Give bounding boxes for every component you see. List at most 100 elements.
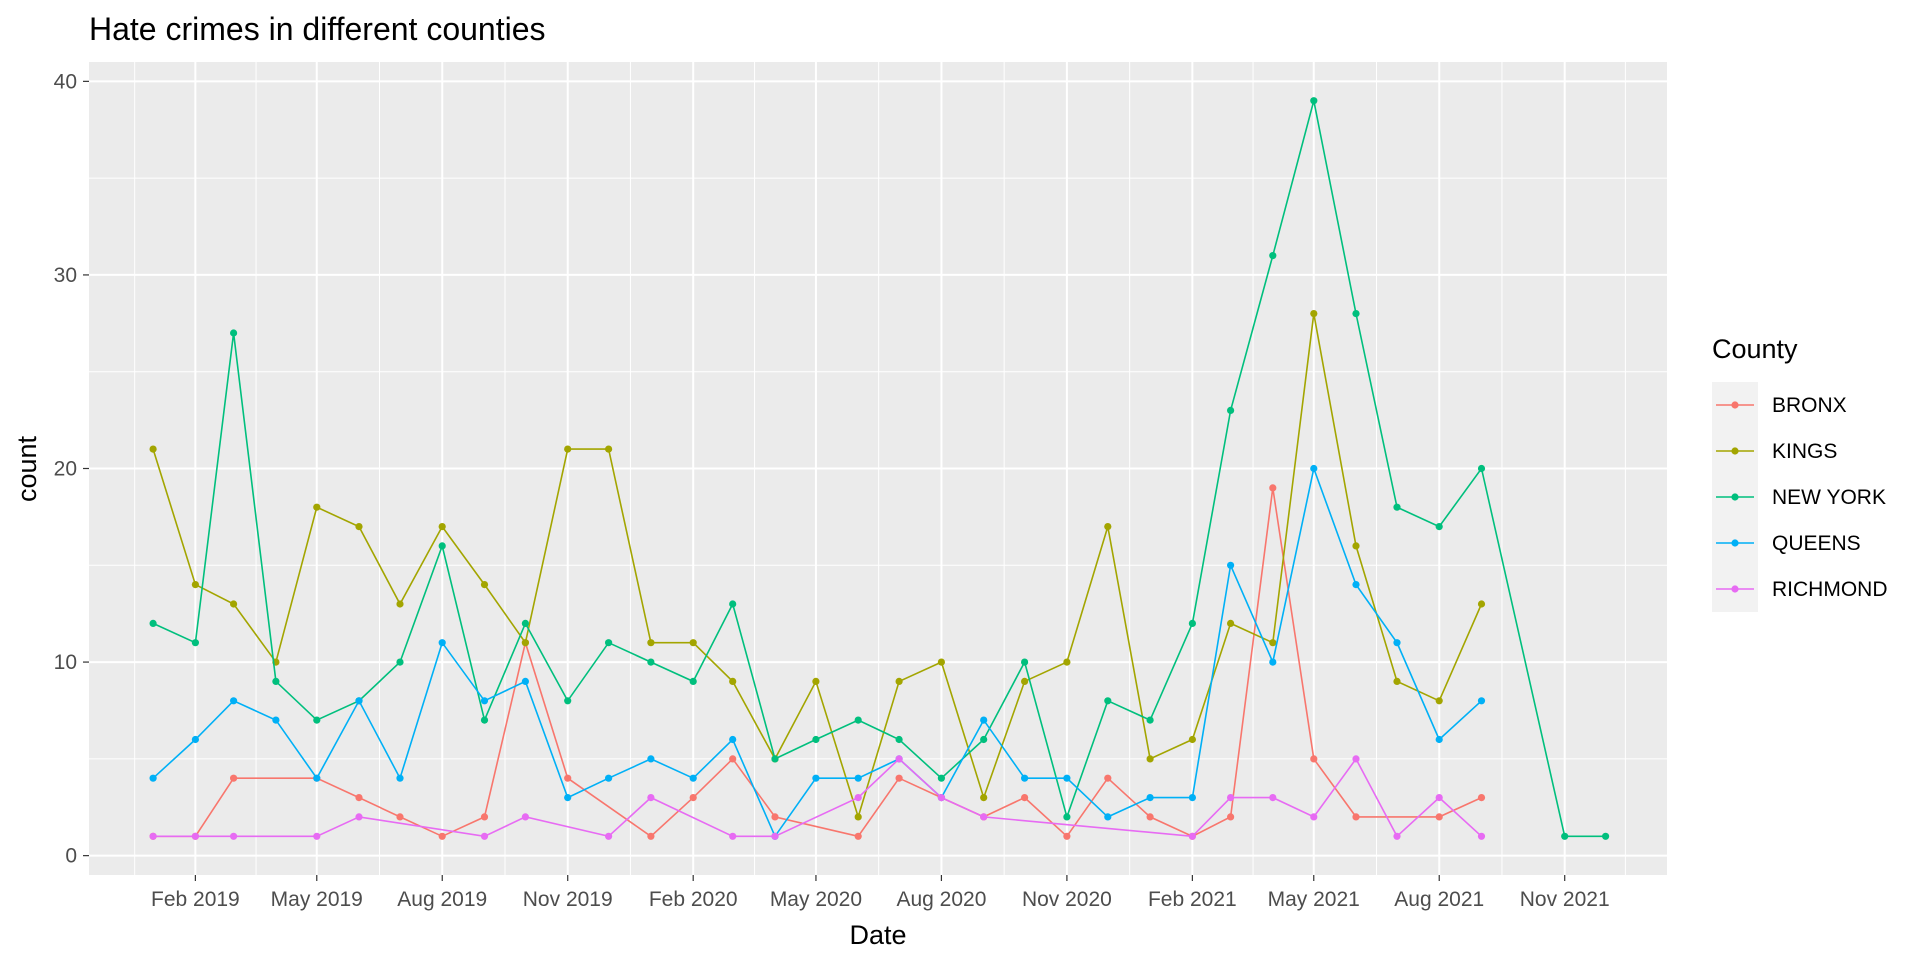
x-tick-label: Nov 2020 bbox=[1022, 888, 1112, 911]
data-point bbox=[1352, 542, 1360, 550]
legend-item: QUEENS bbox=[1712, 520, 1861, 566]
data-point bbox=[729, 755, 737, 763]
data-point bbox=[980, 813, 988, 821]
data-point bbox=[272, 677, 280, 686]
data-point bbox=[1435, 794, 1443, 802]
data-point bbox=[564, 697, 572, 705]
data-point bbox=[1477, 794, 1486, 802]
data-point bbox=[438, 542, 446, 550]
data-point bbox=[854, 774, 862, 782]
data-point bbox=[1477, 697, 1486, 705]
data-point bbox=[230, 697, 238, 705]
data-point bbox=[605, 639, 613, 647]
legend-key-point bbox=[1731, 585, 1739, 593]
data-point bbox=[854, 716, 862, 724]
data-point bbox=[1146, 813, 1154, 821]
data-point bbox=[1188, 735, 1196, 744]
data-point bbox=[729, 735, 737, 744]
legend-title: County bbox=[1712, 334, 1798, 364]
data-point bbox=[1188, 794, 1196, 802]
data-point bbox=[564, 774, 572, 782]
data-point bbox=[771, 832, 779, 840]
data-point bbox=[854, 813, 862, 821]
data-point bbox=[1227, 406, 1235, 414]
data-point bbox=[812, 677, 820, 686]
legend-label: RICHMOND bbox=[1772, 578, 1888, 601]
data-point bbox=[191, 832, 199, 840]
data-point bbox=[729, 677, 737, 686]
data-point bbox=[1269, 658, 1277, 666]
y-tick-label: 20 bbox=[54, 458, 77, 481]
data-point bbox=[771, 755, 779, 763]
data-point bbox=[895, 774, 903, 782]
data-point bbox=[1188, 832, 1196, 840]
series-richmond bbox=[149, 755, 1486, 840]
series-queens bbox=[149, 464, 1486, 840]
data-point bbox=[521, 619, 530, 628]
legend-key-point bbox=[1731, 401, 1739, 409]
x-tick-label: Aug 2021 bbox=[1394, 888, 1484, 911]
data-point bbox=[230, 832, 238, 840]
data-point bbox=[480, 697, 489, 705]
data-point bbox=[1477, 832, 1486, 840]
y-tick-label: 30 bbox=[54, 264, 77, 287]
data-point bbox=[937, 794, 946, 802]
data-point bbox=[521, 813, 530, 821]
data-point bbox=[1104, 697, 1112, 705]
data-point bbox=[729, 600, 737, 608]
data-point bbox=[1269, 484, 1277, 492]
x-tick-label: Aug 2019 bbox=[397, 888, 487, 911]
x-tick-label: Nov 2021 bbox=[1520, 888, 1610, 911]
data-point bbox=[480, 581, 489, 589]
x-tick-label: May 2021 bbox=[1268, 888, 1360, 911]
legend-key-point bbox=[1731, 447, 1739, 455]
x-tick-label: Feb 2019 bbox=[151, 888, 240, 911]
y-axis-title: count bbox=[12, 435, 42, 502]
data-point bbox=[895, 677, 903, 686]
data-point bbox=[1063, 832, 1071, 840]
data-point bbox=[1310, 813, 1318, 821]
data-point bbox=[230, 600, 238, 608]
data-point bbox=[564, 445, 572, 453]
data-point bbox=[149, 619, 157, 628]
data-point bbox=[1477, 464, 1486, 473]
data-point bbox=[1104, 774, 1112, 782]
data-point bbox=[396, 813, 404, 821]
data-point bbox=[149, 445, 157, 453]
data-point bbox=[1310, 755, 1318, 763]
data-point bbox=[605, 445, 613, 453]
data-point bbox=[1188, 619, 1196, 628]
legend-label: KINGS bbox=[1772, 440, 1837, 463]
data-point bbox=[647, 658, 655, 666]
data-point bbox=[313, 503, 321, 511]
data-point bbox=[480, 716, 489, 724]
y-tick-label: 40 bbox=[54, 70, 77, 93]
data-point bbox=[191, 735, 199, 744]
data-point bbox=[1146, 755, 1154, 763]
data-point bbox=[1269, 794, 1277, 802]
data-point bbox=[438, 639, 446, 647]
data-point bbox=[689, 639, 697, 647]
data-point bbox=[895, 755, 903, 763]
data-point bbox=[937, 658, 946, 666]
data-point bbox=[521, 677, 530, 686]
data-point bbox=[854, 794, 862, 802]
data-point bbox=[689, 774, 697, 782]
data-point bbox=[729, 832, 737, 840]
legend-label: BRONX bbox=[1772, 394, 1847, 417]
data-point bbox=[1561, 832, 1569, 840]
data-point bbox=[895, 735, 903, 744]
data-point bbox=[980, 716, 988, 724]
data-point bbox=[1352, 581, 1360, 589]
data-point bbox=[438, 523, 446, 531]
data-point bbox=[1227, 794, 1235, 802]
data-point bbox=[647, 639, 655, 647]
data-point bbox=[605, 832, 613, 840]
data-point bbox=[355, 813, 363, 821]
y-axis: 0 10 20 30 40 bbox=[54, 70, 89, 868]
legend-label: NEW YORK bbox=[1772, 486, 1886, 509]
data-point bbox=[1146, 794, 1154, 802]
data-point bbox=[689, 794, 697, 802]
data-point bbox=[689, 677, 697, 686]
